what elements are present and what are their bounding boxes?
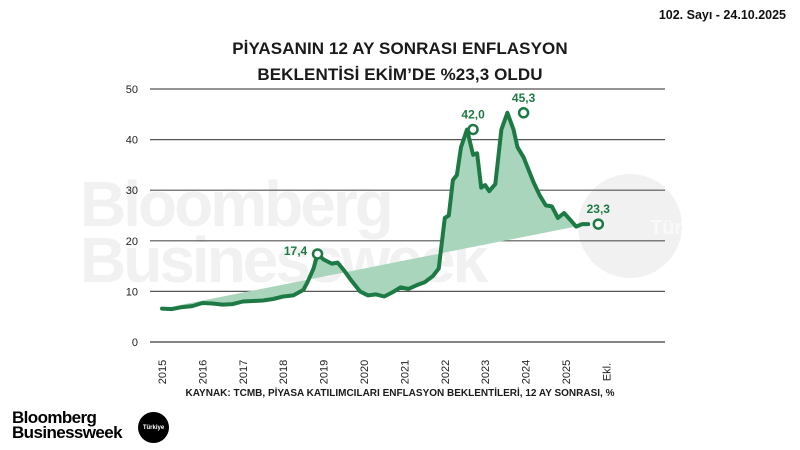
- logo-line2: Businessweek: [12, 423, 123, 442]
- chart-title: PİYASANIN 12 AY SONRASI ENFLASYON BEKLEN…: [0, 36, 800, 88]
- y-tick-label: 50: [126, 84, 138, 96]
- peak-marker: [311, 248, 324, 260]
- peak-label: 23,3: [587, 202, 611, 216]
- inflation-expectation-line: [160, 110, 591, 312]
- x-tick-label: 2025: [561, 360, 573, 384]
- x-tick-label: 2015: [157, 360, 169, 384]
- y-tick-label: 40: [126, 135, 138, 147]
- peak-label: 17,4: [284, 244, 308, 258]
- y-tick-label: 10: [126, 286, 138, 298]
- x-tick-label: 2017: [238, 360, 250, 384]
- x-tick-label: 2020: [359, 360, 371, 384]
- peak-label: 42,0: [461, 107, 485, 121]
- x-tick-label: 2016: [197, 360, 209, 384]
- x-tick-label: 2022: [440, 360, 452, 384]
- turkiye-badge: Türkiye: [138, 412, 169, 443]
- peak-marker: [592, 218, 605, 230]
- peak-marker: [517, 107, 530, 119]
- y-axis: 0 10 20 30 40 50: [126, 84, 138, 349]
- chart-title-line1: PİYASANIN 12 AY SONRASI ENFLASYON: [232, 39, 568, 58]
- watermark-circle-text: Türkiye: [650, 217, 721, 239]
- logo-line1: Bloomberg: [12, 408, 97, 427]
- peak-annotations: 17,4 42,0 45,3 23,3: [284, 91, 611, 260]
- area-fill: [162, 112, 589, 310]
- y-tick-label: 30: [126, 185, 138, 197]
- x-tick-label: 2024: [521, 360, 533, 384]
- peak-marker: [467, 123, 479, 136]
- peak-label: 45,3: [512, 91, 536, 105]
- x-tick-label: 2018: [278, 360, 290, 384]
- chart-title-line2: BEKLENTİSİ EKİM’DE %23,3 OLDU: [257, 65, 543, 84]
- issue-label: 102. Sayı - 24.10.2025: [658, 8, 786, 22]
- watermark-line1: Bloomberg: [80, 168, 391, 240]
- watermark-circle: [578, 174, 682, 278]
- x-tick-label: Ekl.: [601, 363, 613, 381]
- x-tick-label: 2019: [319, 360, 331, 384]
- y-tick-label: 20: [126, 236, 138, 248]
- x-axis: 2015 2016 2017 2018 2019 2020 2021 2022 2023 2024…: [157, 360, 613, 384]
- bloomberg-businessweek-logo: Bloomberg Businessweek: [12, 408, 123, 442]
- source-note: KAYNAK: TCMB, PİYASA KATILIMCILARI ENFLA…: [185, 388, 615, 399]
- x-tick-label: 2021: [399, 360, 411, 384]
- y-tick-label: 0: [132, 337, 138, 349]
- watermark: Bloomberg Businessweek: [80, 168, 682, 296]
- x-tick-label: 2023: [480, 360, 492, 384]
